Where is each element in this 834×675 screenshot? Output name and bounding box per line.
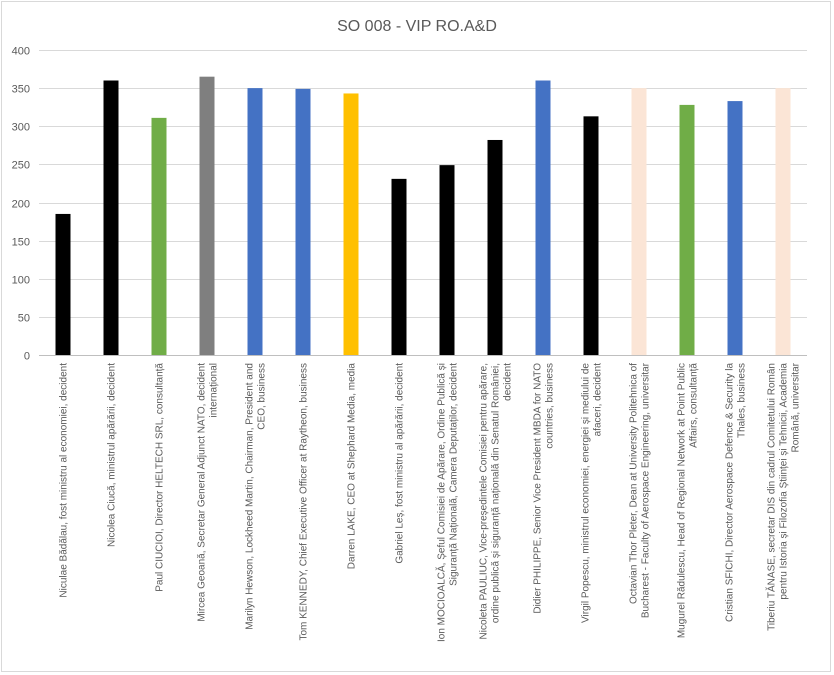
bar: [391, 178, 407, 355]
category-label-line: Thales, business: [737, 363, 748, 438]
bar: [535, 80, 551, 355]
y-tick-label: 200: [12, 199, 30, 211]
category-label-line: Mircea Geoană, Secretar General Adjunct …: [197, 363, 208, 622]
category-label-line: Affairs, consultanță: [689, 363, 700, 448]
category-label-line: Marilyn Hewson, Lockheed Martin, Chairma…: [245, 363, 256, 630]
category-label-line: internațional: [209, 363, 220, 417]
gridlines: [39, 50, 807, 318]
y-axis-ticks: 0 50 100 150 200 250 300 350 400: [12, 46, 30, 363]
bar: [775, 88, 791, 355]
category-label-line: Didier PHILIPPE, Senior Vice President M…: [533, 363, 544, 614]
category-label-line: Română, universitar: [791, 362, 802, 452]
category-label-line: Nicolea Ciucă, ministrul apărării, decid…: [107, 363, 118, 547]
category-label-line: countries, business: [545, 363, 556, 449]
category-label: Cristian SFICHI, Director Aerospace Defe…: [725, 363, 748, 622]
category-label-line: Cristian SFICHI, Director Aerospace Defe…: [725, 363, 736, 622]
category-label: Ion MOCIOALCĂ, Șeful Comisiei de Apărare…: [435, 363, 460, 642]
bar: [727, 101, 743, 356]
category-label-line: Virgil Popescu, ministrul economiei, ene…: [581, 363, 592, 623]
bar: [631, 88, 647, 355]
y-tick-label: 150: [12, 237, 30, 249]
category-label-line: decident: [503, 363, 514, 401]
bar: [295, 88, 311, 355]
category-label-line: CEO, business: [257, 363, 268, 430]
category-label-line: afaceri, decident: [593, 363, 604, 437]
category-label: Didier PHILIPPE, Senior Vice President M…: [533, 363, 556, 614]
y-tick-label: 350: [12, 84, 30, 96]
y-tick-label: 400: [12, 46, 30, 58]
bar: [151, 117, 167, 355]
category-label: Mugurel Rădulescu, Head of Regional Netw…: [677, 363, 700, 639]
y-tick-label: 250: [12, 160, 30, 172]
bar: [679, 104, 695, 356]
category-label: Tom KENNEDY, Chief Executive Officer at …: [299, 363, 310, 641]
bars: [55, 76, 791, 356]
category-label-line: Tom KENNEDY, Chief Executive Officer at …: [299, 363, 310, 641]
category-label: Mircea Geoană, Secretar General Adjunct …: [197, 363, 220, 622]
category-label: Nicoleta PAULIUC, Vice-președintele Comi…: [479, 363, 514, 640]
bar: [343, 93, 359, 356]
bar: [487, 139, 503, 355]
bar: [199, 76, 215, 355]
category-label-line: ordine publică și siguranță națională di…: [491, 363, 502, 623]
bar: [583, 116, 599, 356]
category-label-line: Niculae Bădălau, fost ministru al econom…: [59, 363, 70, 598]
category-label-line: Gabriel Leș, fost ministru al apărării, …: [395, 363, 406, 564]
bar: [247, 88, 263, 355]
category-label-line: Octavian Thor Pleter, Dean at University…: [629, 363, 640, 604]
category-label: Darren LAKE, CEO at Shephard Media, medi…: [347, 363, 358, 570]
category-label-line: Tiberiu TĂNASE, secretar DIS din cadrul …: [765, 363, 778, 631]
category-label: Nicolea Ciucă, ministrul apărării, decid…: [107, 363, 118, 547]
y-tick-label: 300: [12, 122, 30, 134]
y-tick-label: 0: [24, 351, 30, 363]
category-label-line: Bucharest - Faculty of Aerospace Enginee…: [641, 362, 652, 618]
bar: [55, 213, 71, 355]
category-label: Octavian Thor Pleter, Dean at University…: [629, 362, 652, 618]
category-label: Marilyn Hewson, Lockheed Martin, Chairma…: [245, 363, 268, 630]
category-label-line: Ion MOCIOALCĂ, Șeful Comisiei de Apărare…: [435, 363, 448, 642]
category-labels: Niculae Bădălau, fost ministru al econom…: [59, 362, 802, 642]
category-label-line: Paul CIUCIOI, Director HELTECH SRL, cons…: [155, 363, 166, 592]
category-label-line: Nicoleta PAULIUC, Vice-președintele Comi…: [479, 363, 490, 639]
category-label-line: Mugurel Rădulescu, Head of Regional Netw…: [677, 363, 688, 638]
chart-title: SO 008 - VIP RO.A&D: [337, 18, 497, 35]
category-label: Virgil Popescu, ministrul economiei, ene…: [581, 363, 604, 623]
category-label-line: Siguranță Națională, Camera Deputaților,…: [449, 363, 460, 586]
y-tick-label: 100: [12, 275, 30, 287]
category-label-line: pentru Istoria și Filozofia Științei și …: [779, 363, 790, 600]
bar: [103, 80, 119, 355]
category-label: Gabriel Leș, fost ministru al apărării, …: [395, 363, 406, 564]
y-tick-label: 50: [18, 313, 30, 325]
category-label-line: Darren LAKE, CEO at Shephard Media, medi…: [347, 363, 358, 570]
category-label: Niculae Bădălau, fost ministru al econom…: [59, 363, 70, 598]
bar: [439, 165, 455, 355]
category-label: Tiberiu TĂNASE, secretar DIS din cadrul …: [765, 362, 802, 631]
category-label: Paul CIUCIOI, Director HELTECH SRL, cons…: [155, 363, 166, 592]
